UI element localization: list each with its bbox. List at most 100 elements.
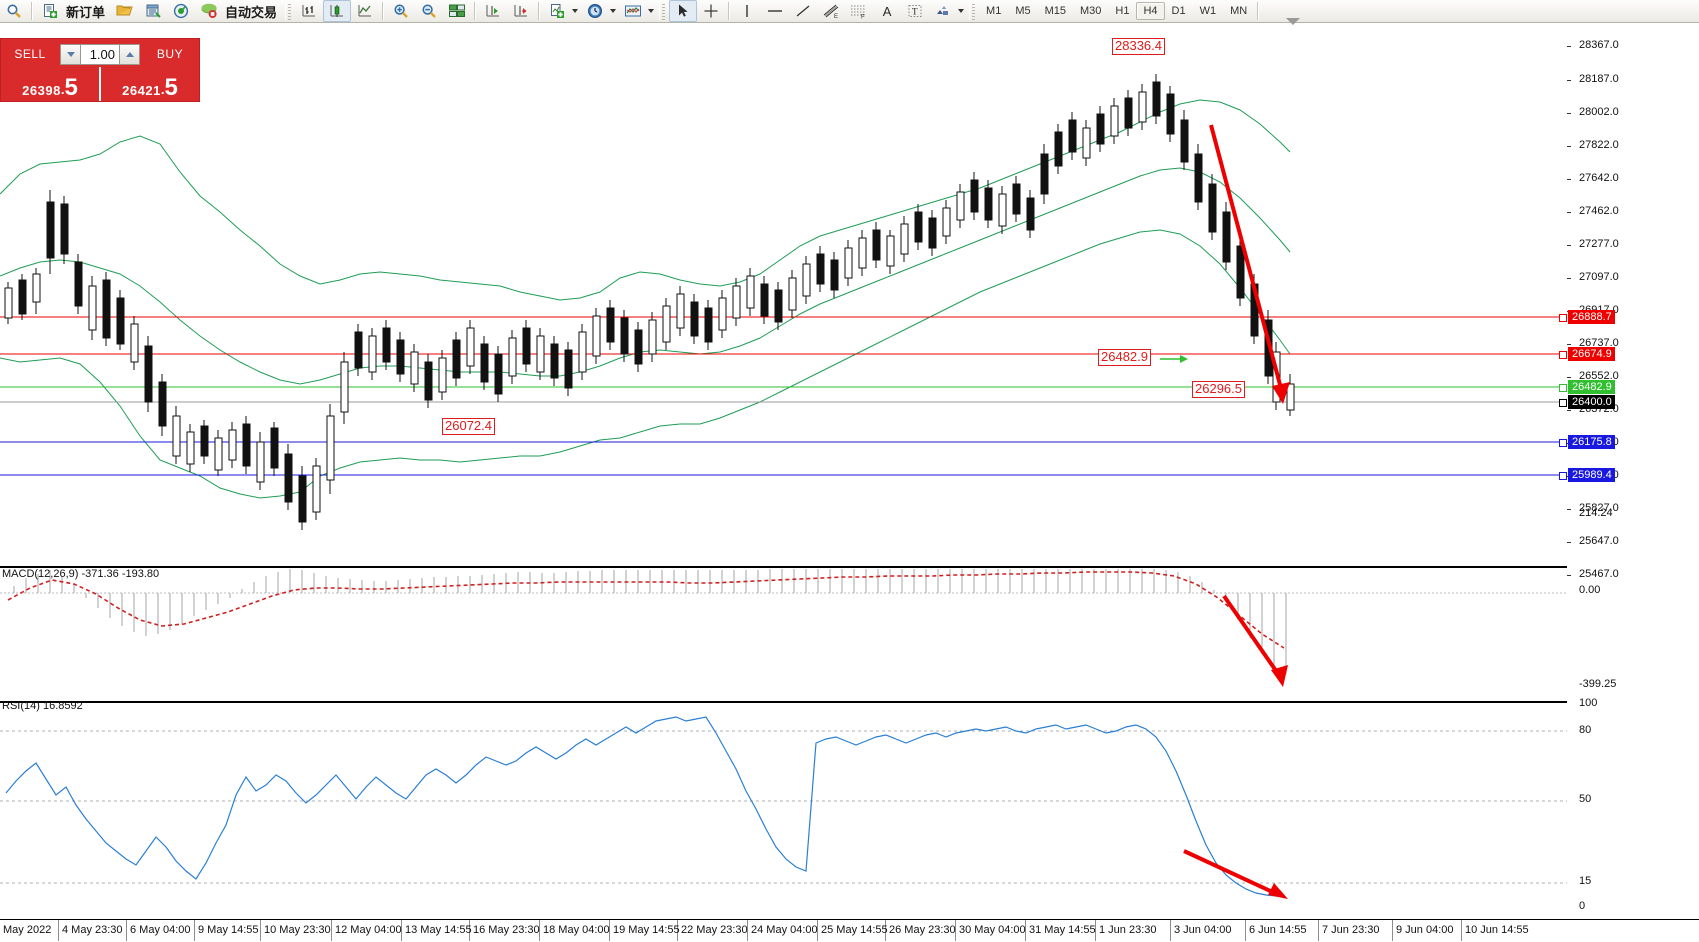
- periods-dropdown-caret-icon[interactable]: [610, 9, 617, 13]
- window-icon[interactable]: [139, 0, 167, 22]
- timeframe-m15[interactable]: M15: [1044, 5, 1066, 17]
- time-axis-label: 12 May 04:00: [335, 924, 402, 936]
- time-axis[interactable]: May 2022 4 May 23:30 6 May 04:00 9 May 14:5…: [0, 919, 1699, 942]
- sell-price-button[interactable]: 26398 . 5: [1, 67, 101, 101]
- toolbar-separator: [31, 2, 33, 20]
- time-axis-label: 4 May 23:30: [62, 924, 123, 936]
- volume-stepper[interactable]: 1.00: [60, 43, 140, 65]
- one-click-trading-panel[interactable]: SELL 1.00 BUY 26398 . 5 26421 . 5: [0, 38, 200, 102]
- chevron-down-icon: [66, 51, 75, 57]
- timeframe-m30[interactable]: M30: [1080, 5, 1102, 17]
- price-level-handle[interactable]: [1559, 351, 1567, 359]
- time-axis-label: 31 May 14:55: [1029, 924, 1096, 936]
- annotation-level-26296[interactable]: 26296.5: [1192, 381, 1245, 398]
- rsi-tick-label: 0: [1579, 900, 1586, 912]
- zoom-out-icon[interactable]: [415, 0, 443, 22]
- annotation-level-26482[interactable]: 26482.9: [1098, 349, 1151, 366]
- toolbar-separator: [382, 2, 385, 20]
- macd-tick-label: -399.25: [1579, 678, 1617, 690]
- trendline-icon[interactable]: [789, 0, 817, 22]
- expert-advisor-icon[interactable]: [195, 0, 223, 22]
- toolbar-grip[interactable]: [659, 2, 668, 20]
- sell-label[interactable]: SELL: [14, 47, 46, 61]
- text-box-icon[interactable]: T: [901, 0, 929, 22]
- time-axis-label: 18 May 04:00: [543, 924, 610, 936]
- shapes-icon[interactable]: [929, 0, 957, 22]
- main-chart-pane[interactable]: [0, 24, 1567, 564]
- templates-icon[interactable]: [619, 0, 647, 22]
- chart-autoscroll-icon[interactable]: [507, 0, 535, 22]
- price-level-handle[interactable]: [1559, 439, 1567, 447]
- price-level-badge[interactable]: 26400.0: [1568, 395, 1615, 409]
- time-axis-label: 22 May 23:30: [681, 924, 748, 936]
- tile-windows-icon[interactable]: [443, 0, 471, 22]
- price-level-badge[interactable]: 26888.7: [1568, 310, 1615, 324]
- price-axis-ticks: 28367.0 28187.0 28002.0 27822.0 27642.0 27462…: [1559, 0, 1699, 941]
- one-click-trading-header: SELL 1.00 BUY: [1, 39, 199, 67]
- timeframe-d1[interactable]: D1: [1171, 5, 1186, 17]
- price-tick: [1567, 212, 1571, 213]
- templates-dropdown-caret-icon[interactable]: [648, 9, 655, 13]
- price-level-handle[interactable]: [1559, 472, 1567, 480]
- volume-input[interactable]: 1.00: [81, 43, 119, 65]
- annotation-level-26072[interactable]: 26072.4: [442, 418, 495, 435]
- chart-scroll-marker[interactable]: [1286, 18, 1300, 25]
- price-level-handle[interactable]: [1559, 384, 1567, 392]
- crosshair-icon[interactable]: [697, 0, 725, 22]
- timeframe-mn[interactable]: MN: [1230, 5, 1248, 17]
- macd-down-arrow: [1222, 594, 1288, 687]
- timeframe-h1[interactable]: H1: [1115, 5, 1130, 17]
- text-label-icon[interactable]: A: [882, 3, 892, 19]
- price-level-badge[interactable]: 25989.4: [1568, 468, 1615, 482]
- macd-indicator-label: MACD(12,26,9) -371.36 -193.80: [2, 568, 160, 580]
- folder-icon[interactable]: [111, 0, 139, 22]
- annotation-high-28336[interactable]: 28336.4: [1112, 38, 1165, 55]
- zoom-magnifier-icon[interactable]: [0, 0, 28, 22]
- toolbar-grip[interactable]: [969, 2, 978, 20]
- time-axis-label: 19 May 14:55: [613, 924, 680, 936]
- timeframe-m1[interactable]: M1: [986, 5, 1002, 17]
- buy-price-button[interactable]: 26421 . 5: [101, 67, 199, 101]
- equidistant-channel-icon[interactable]: E: [817, 0, 845, 22]
- price-level-badge[interactable]: 26674.9: [1568, 347, 1615, 361]
- rsi-down-arrow: [1183, 849, 1288, 899]
- new-order-label[interactable]: 新订单: [66, 4, 106, 20]
- vertical-line-icon[interactable]: [733, 0, 761, 22]
- time-axis-label: 25 May 14:55: [821, 924, 888, 936]
- rsi-pane[interactable]: [0, 701, 1567, 919]
- time-axis-label: 9 Jun 04:00: [1396, 924, 1454, 936]
- fibonacci-icon[interactable]: F: [845, 0, 873, 22]
- horizontal-line-icon[interactable]: [761, 0, 789, 22]
- price-level-handle[interactable]: [1559, 314, 1567, 322]
- candlestick-chart-icon[interactable]: [323, 0, 352, 22]
- macd-pane[interactable]: [0, 566, 1567, 701]
- cursor-arrow-icon[interactable]: [669, 0, 698, 22]
- shapes-dropdown-caret-icon[interactable]: [958, 9, 965, 13]
- indicators-icon[interactable]: [543, 0, 571, 22]
- line-chart-icon[interactable]: [351, 0, 379, 22]
- timeframe-h4[interactable]: H4: [1136, 2, 1165, 20]
- indicators-dropdown-caret-icon[interactable]: [572, 9, 579, 13]
- periods-clock-icon[interactable]: [581, 0, 609, 22]
- time-axis-label: 3 Jun 04:00: [1174, 924, 1232, 936]
- timeframe-w1[interactable]: W1: [1199, 5, 1217, 17]
- sell-price-fraction: 5: [64, 74, 78, 101]
- price-level-badge[interactable]: 26175.8: [1568, 435, 1615, 449]
- macd-svg: [0, 569, 1567, 687]
- time-axis-separator: [260, 920, 261, 941]
- bar-chart-icon[interactable]: [295, 0, 323, 22]
- buy-label[interactable]: BUY: [156, 47, 184, 61]
- chart-shift-icon[interactable]: [479, 0, 507, 22]
- toolbar-grip[interactable]: [285, 2, 294, 20]
- price-level-badge[interactable]: 26482.9: [1568, 380, 1615, 394]
- new-order-icon[interactable]: [36, 0, 64, 22]
- timeframe-m5[interactable]: M5: [1015, 5, 1031, 17]
- zoom-in-icon[interactable]: [387, 0, 415, 22]
- auto-trading-label[interactable]: 自动交易: [225, 4, 278, 20]
- price-tick: [1567, 245, 1571, 246]
- volume-decrease-button[interactable]: [60, 43, 81, 65]
- volume-increase-button[interactable]: [119, 43, 140, 65]
- time-axis-separator: [401, 920, 402, 941]
- circle-target-icon[interactable]: [167, 0, 195, 22]
- price-level-handle[interactable]: [1559, 399, 1567, 407]
